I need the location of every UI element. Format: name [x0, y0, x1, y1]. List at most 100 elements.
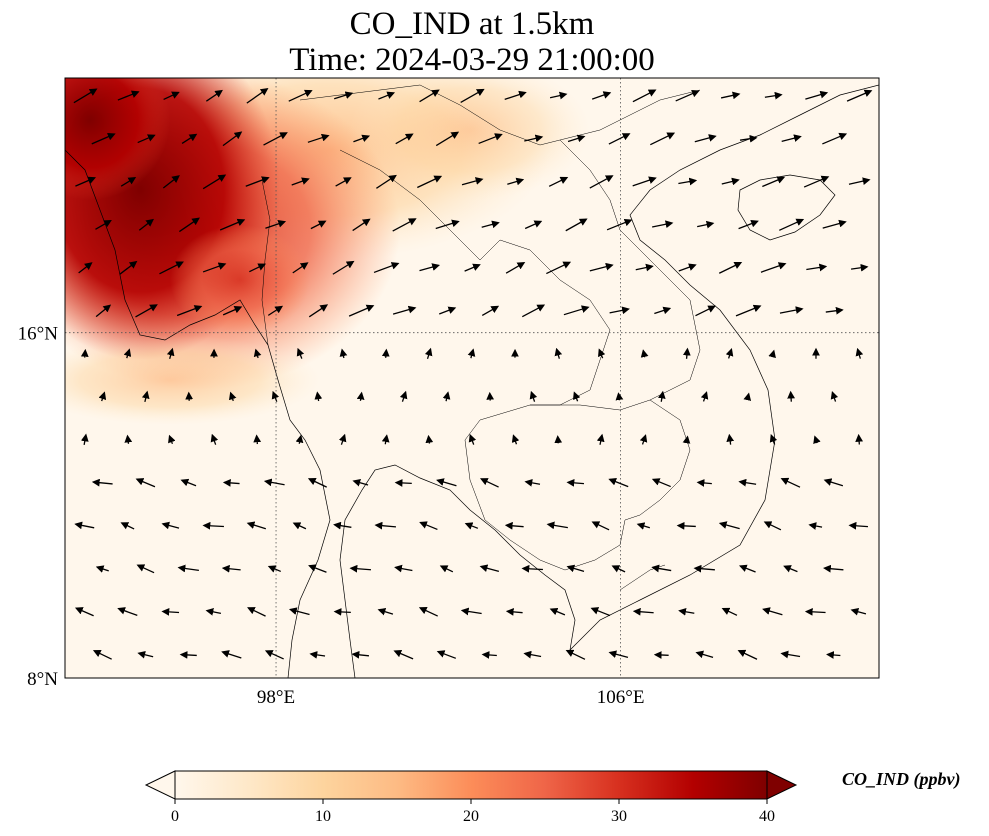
wind-vector-91: [806, 263, 828, 272]
wind-vector-127: [768, 349, 776, 359]
wind-vector-40: [202, 174, 227, 190]
wind-vector-213: [479, 564, 500, 573]
wind-vector-250: [481, 651, 497, 659]
wind-vector-44: [376, 174, 397, 189]
coastline-gulf-of-thailand: [339, 464, 576, 678]
wind-vector-18: [846, 89, 873, 102]
wind-vector-54: [803, 175, 830, 188]
wind-vector-249: [436, 650, 457, 659]
wind-vector-147: [830, 390, 839, 402]
wind-vector-206: [177, 564, 199, 573]
wind-vector-256: [737, 649, 758, 660]
wind-vector-97: [267, 305, 284, 316]
wind-vector-83: [464, 263, 481, 272]
colorbar-ticks: 0 10 20 30 40: [171, 799, 775, 825]
wind-vector-74: [78, 262, 93, 274]
wind-vector-104: [563, 305, 590, 316]
wind-vector-2: [163, 91, 180, 101]
lon-tick-label-1: 106°E: [597, 687, 645, 708]
wind-vector-198: [636, 522, 651, 530]
wind-vector-60: [265, 220, 287, 229]
wind-vector-53: [762, 176, 786, 188]
wind-vector-110: [825, 306, 844, 315]
wind-vector-129: [855, 347, 864, 359]
wind-vector-146: [787, 390, 795, 402]
wind-vector-199: [676, 521, 696, 530]
wind-vector-194: [464, 522, 479, 530]
wind-vector-145: [743, 392, 752, 401]
wind-vector-241: [92, 650, 112, 660]
wind-vector-135: [314, 391, 323, 402]
wind-vector-111: [80, 348, 89, 358]
wind-vector-221: [823, 564, 844, 573]
wind-vector-214: [521, 564, 543, 573]
wind-vector-136: [356, 391, 365, 401]
wind-vector-165: [813, 435, 821, 445]
wind-vector-184: [823, 478, 844, 487]
wind-vector-243: [179, 651, 197, 659]
wind-vector-69: [652, 220, 674, 229]
wind-vector-98: [308, 304, 329, 318]
wind-vector-3: [205, 89, 223, 102]
wind-vector-133: [228, 391, 237, 402]
wind-vector-27: [435, 131, 460, 147]
colorbar-tick-label-2: 20: [463, 808, 479, 825]
wind-vector-13: [632, 89, 657, 103]
wind-vector-20: [137, 134, 156, 144]
wind-vector-113: [166, 347, 175, 359]
wind-vector-10: [504, 90, 527, 101]
coastline-myanmar-thailand-peninsula: [65, 149, 331, 678]
latitude-tick-labels: 8°N 16°N: [18, 324, 59, 690]
border-thailand-laos: [339, 149, 611, 406]
wind-vector-175: [436, 478, 457, 487]
wind-vector-180: [651, 478, 671, 488]
wind-vector-96: [222, 306, 243, 316]
lat-tick-label-0: 8°N: [27, 669, 58, 690]
wind-vector-186: [120, 522, 135, 530]
wind-vector-176: [479, 478, 499, 488]
wind-vector-22: [222, 131, 243, 147]
wind-vector-230: [418, 607, 438, 617]
wind-vector-232: [505, 607, 523, 616]
wind-vector-154: [338, 433, 347, 445]
wind-vector-181: [696, 479, 712, 487]
wind-vector-46: [461, 177, 484, 186]
lat-tick-label-1: 16°N: [18, 324, 59, 345]
wind-vector-43: [335, 177, 352, 187]
wind-vector-0: [73, 88, 98, 104]
wind-vector-187: [161, 521, 180, 530]
wind-vector-64: [435, 219, 460, 230]
wind-vector-103: [521, 304, 546, 318]
wind-vector-77: [202, 262, 227, 273]
wind-vector-5: [288, 89, 313, 102]
wind-vector-182: [738, 478, 757, 487]
wind-vector-34: [739, 134, 758, 143]
wind-vector-59: [219, 218, 246, 231]
wind-vector-143: [657, 390, 666, 402]
wind-vector-99: [348, 304, 375, 317]
wind-vector-150: [168, 434, 176, 445]
wind-vector-45: [417, 175, 443, 189]
wind-vector-126: [725, 348, 734, 359]
wind-vector-205: [136, 564, 155, 574]
wind-vector-47: [507, 177, 525, 186]
wind-vector-158: [511, 434, 520, 445]
wind-vector-15: [720, 91, 741, 100]
wind-vector-185: [74, 521, 95, 530]
wind-vector-217: [651, 564, 672, 573]
wind-vector-115: [253, 348, 262, 359]
wind-vector-195: [504, 521, 524, 530]
wind-vector-228: [333, 608, 351, 616]
border-myanmar-thailand: [261, 179, 271, 346]
wind-vector-56: [95, 219, 112, 230]
wind-vector-235: [632, 607, 654, 616]
wind-vector-35: [781, 134, 802, 143]
wind-vector-179: [608, 478, 629, 488]
wind-vector-36: [822, 132, 848, 145]
border-china: [299, 84, 701, 146]
wind-vector-169: [180, 478, 197, 487]
wind-vector-151: [210, 433, 219, 445]
wind-vector-170: [222, 479, 240, 487]
wind-vector-106: [654, 306, 672, 315]
wind-vector-138: [442, 391, 451, 402]
